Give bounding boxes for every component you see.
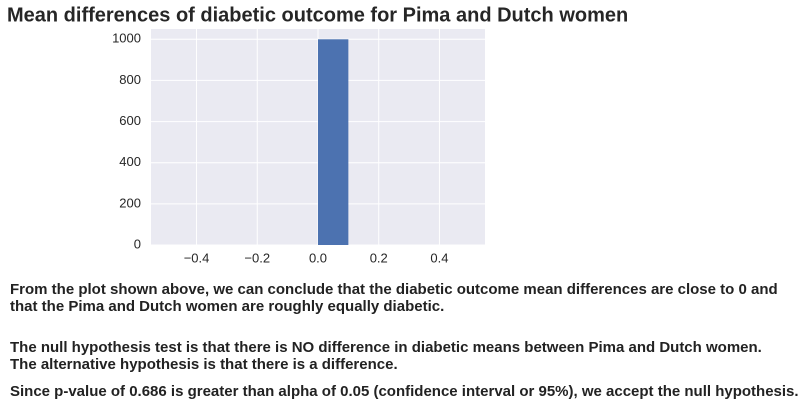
chart-title: Mean differences of diabetic outcome for…: [7, 4, 628, 26]
y-tick-label: 1000: [112, 31, 141, 46]
paragraph-line: Since p-value of 0.686 is greater than a…: [10, 383, 799, 400]
paragraph-line: The alternative hypothesis is that there…: [10, 356, 398, 373]
y-tick-label: 0: [134, 236, 141, 251]
x-tick-label: −0.2: [244, 250, 270, 265]
x-tick-label: 0.2: [370, 250, 388, 265]
y-tick-label: 800: [119, 72, 141, 87]
x-tick-label: 0.4: [430, 250, 448, 265]
y-tick-label: 400: [119, 154, 141, 169]
paragraph-line: From the plot shown above, we can conclu…: [10, 281, 778, 298]
paragraph-line: The null hypothesis test is that there i…: [10, 339, 762, 356]
paragraph-line: that the Pima and Dutch women are roughl…: [10, 298, 444, 315]
x-tick-label: −0.4: [184, 250, 210, 265]
bar: [318, 39, 349, 246]
y-tick-label: 200: [119, 195, 141, 210]
x-tick-label: 0.0: [309, 250, 327, 265]
y-tick-label: 600: [119, 113, 141, 128]
